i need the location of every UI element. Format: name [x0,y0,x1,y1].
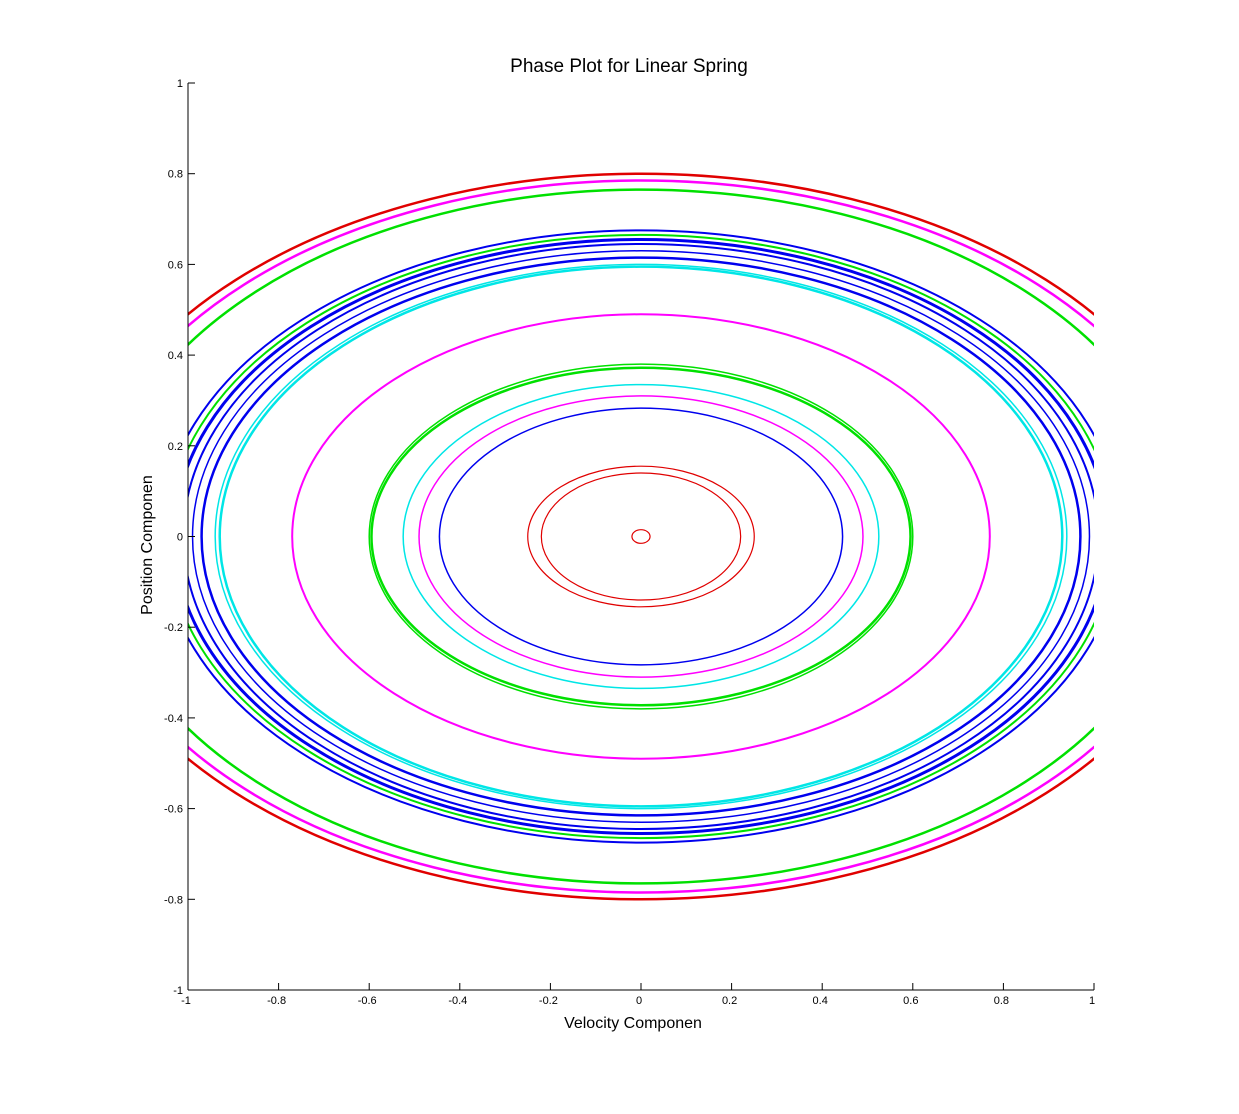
chart-title: Phase Plot for Linear Spring [510,56,748,77]
y-tick-label: 0.4 [168,350,183,362]
y-tick-label: -0.2 [164,622,183,634]
phase-orbits [188,172,1094,901]
y-tick-label: 0 [177,532,183,544]
x-tick-label: 0.8 [994,995,1009,1007]
x-tick-label: 1 [1089,995,1095,1007]
phase-orbit-10 [218,265,1064,808]
phase-orbit-8 [368,363,914,710]
axes [187,83,1094,991]
y-tick-label: -0.8 [164,894,183,906]
x-tick-label: 0.6 [903,995,918,1007]
y-tick-label: 0.2 [168,441,183,453]
y-tick-label: -0.4 [164,713,183,725]
x-axis-label: Velocity Componen [564,1015,702,1032]
x-tick-label: -1 [181,995,191,1007]
phase-orbit-1 [631,529,651,544]
phase-orbit-17 [188,229,1094,844]
phase-orbit-5 [418,395,864,678]
phase-orbit-16 [188,234,1094,839]
y-tick-label: 0.8 [168,169,183,181]
phase-orbit-18 [188,188,1094,885]
phase-orbit-20 [188,172,1094,901]
x-tick-label: 0 [636,995,642,1007]
phase-orbit-19 [188,179,1094,894]
x-tick-label: -0.4 [448,995,467,1007]
y-tick-label: 1 [177,78,183,90]
phase-orbit-12 [200,256,1082,817]
phase-orbit-9 [291,313,991,760]
phase-orbit-6 [402,383,880,690]
phase-orbit-15 [188,238,1094,835]
phase-orbit-4 [438,407,844,666]
y-tick-label: -1 [173,985,183,997]
y-axis-label: Position Componen [139,475,156,615]
x-tick-label: -0.2 [539,995,558,1007]
x-tick-label: -0.6 [358,995,377,1007]
x-tick-label: -0.8 [267,995,286,1007]
phase-orbit-2 [540,472,742,601]
phase-orbit-3 [527,465,755,608]
y-tick-label: -0.6 [164,804,183,816]
x-tick-label: 0.4 [813,995,828,1007]
phase-orbit-11 [214,263,1068,810]
phase-orbit-13 [191,250,1091,823]
phase-orbit-7 [370,366,912,707]
y-tick-label: 0.6 [168,259,183,271]
y-axis-ticks: -1 -0.8 -0.6 -0.4 -0.2 0 0.2 0.4 0.6 0.8 1 [164,78,195,997]
x-tick-label: 0.2 [722,995,737,1007]
phase-orbit-14 [188,243,1094,830]
x-axis-ticks: -1 -0.8 -0.6 -0.4 -0.2 0 0.2 0.4 0.6 0.8 1 [181,983,1095,1007]
